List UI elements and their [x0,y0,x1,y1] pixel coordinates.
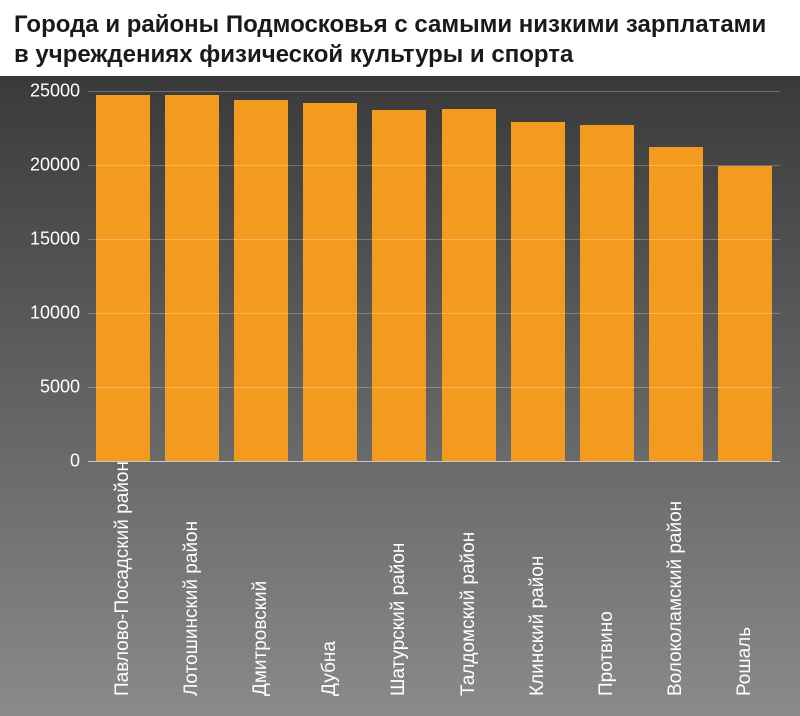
gridline [88,91,780,92]
gridline [88,239,780,240]
gridline [88,461,780,462]
x-label-slot: Рошаль [711,461,780,704]
bar [234,100,288,461]
x-axis-label: Дмитровский [250,461,272,704]
bar-slot [711,91,780,461]
bar-slot [572,91,641,461]
bar-slot [434,91,503,461]
bar-slot [642,91,711,461]
bar [372,110,426,461]
x-axis-label: Талдомский район [458,461,480,704]
x-label-slot: Талдомский район [434,461,503,704]
bar-slot [226,91,295,461]
x-axis-label: Лотошинский район [181,461,203,704]
x-axis-label: Дубна [319,461,341,704]
x-axis-label: Шатурский район [388,461,410,704]
bar-slot [157,91,226,461]
bar [303,103,357,461]
x-axis-labels: Павлово-Посадский район Лотошинский район… [88,461,780,704]
x-label-slot: Павлово-Посадский район [88,461,157,704]
y-tick-label: 20000 [0,155,80,176]
bar [580,125,634,461]
x-label-slot: Дубна [296,461,365,704]
bar-slot [503,91,572,461]
y-tick-label: 5000 [0,377,80,398]
x-label-slot: Дмитровский [226,461,295,704]
x-label-slot: Лотошинский район [157,461,226,704]
x-axis-label: Павлово-Посадский район [112,461,134,704]
plot-region [0,91,800,461]
bars-container [88,91,780,461]
bar [165,95,219,461]
y-tick-label: 15000 [0,229,80,250]
bar [511,122,565,461]
x-axis-label: Клинский район [527,461,549,704]
bar [442,109,496,461]
x-label-slot: Протвино [572,461,641,704]
bar [649,147,703,461]
x-label-slot: Волоколамский район [642,461,711,704]
y-tick-label: 25000 [0,81,80,102]
gridline [88,165,780,166]
x-axis-label: Протвино [596,461,618,704]
x-label-slot: Шатурский район [365,461,434,704]
y-tick-label: 0 [0,451,80,472]
bar-slot [365,91,434,461]
x-axis-label: Волоколамский район [665,461,687,704]
y-tick-label: 10000 [0,303,80,324]
bar-slot [88,91,157,461]
bar-slot [296,91,365,461]
gridline [88,387,780,388]
chart-title: Города и районы Подмосковья с самыми низ… [0,0,800,76]
chart-area: Павлово-Посадский район Лотошинский район… [0,76,800,716]
bar [96,95,150,461]
gridline [88,313,780,314]
x-label-slot: Клинский район [503,461,572,704]
x-axis-label: Рошаль [734,461,756,704]
